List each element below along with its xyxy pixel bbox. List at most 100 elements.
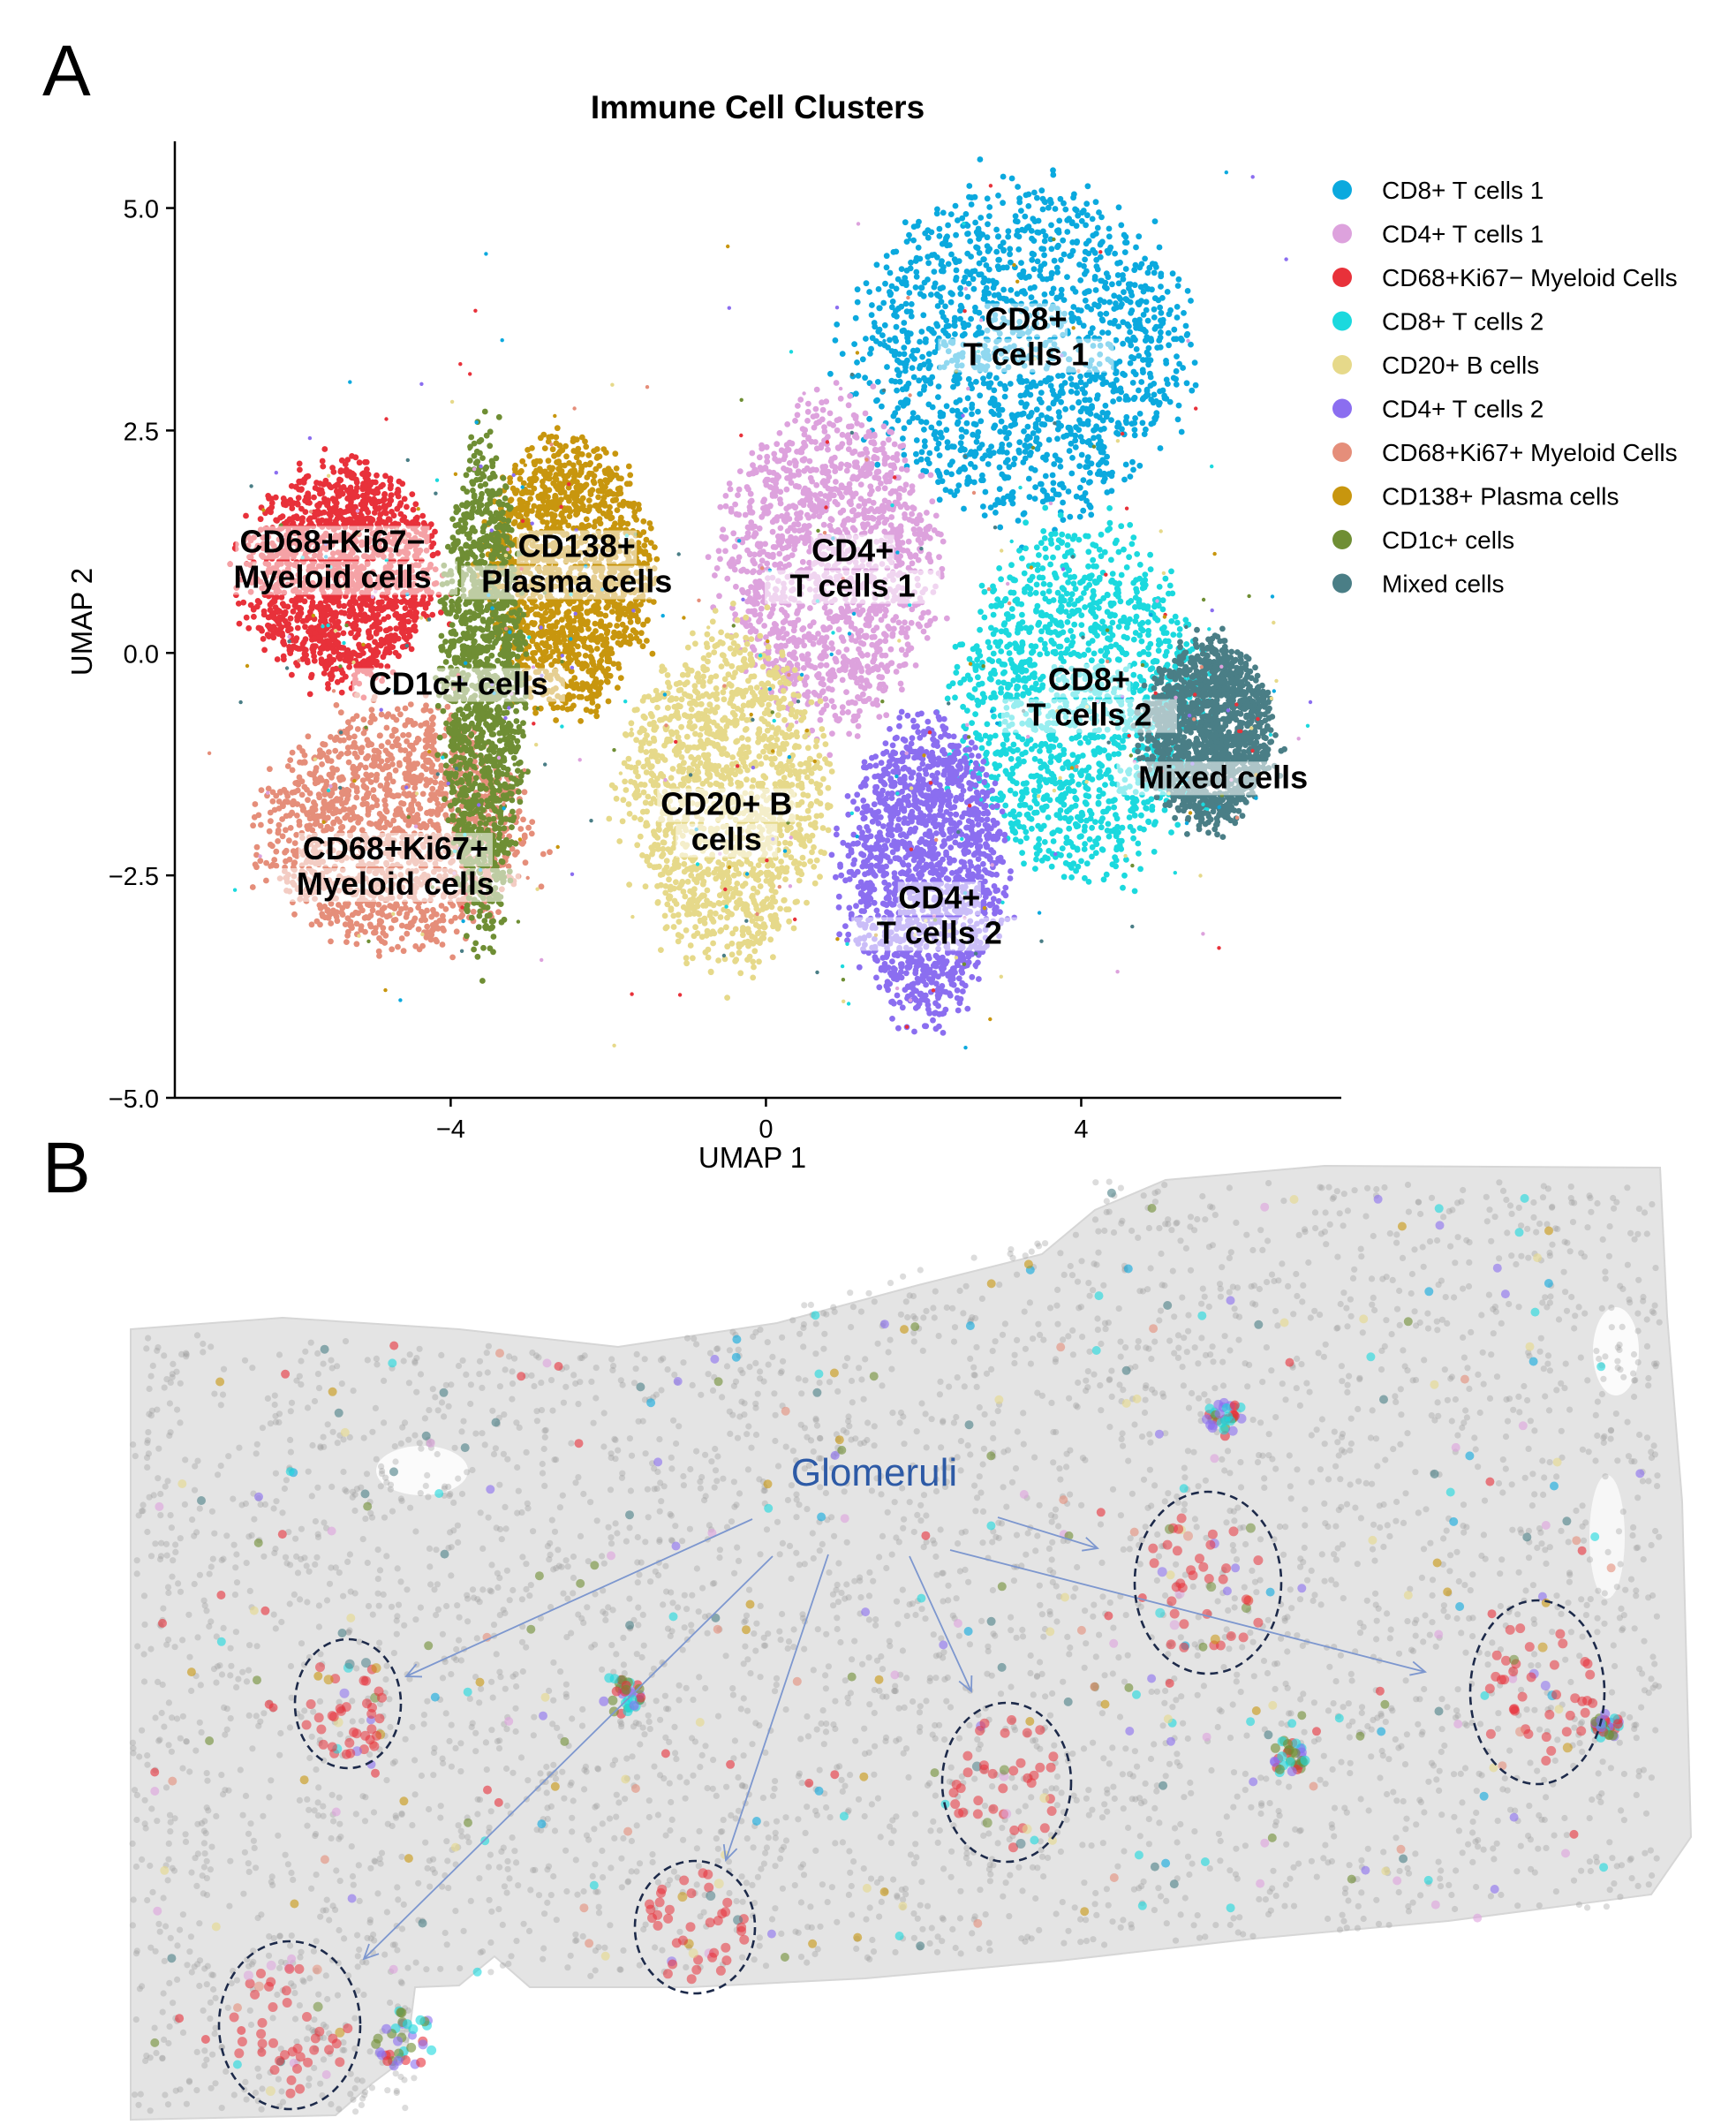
data-point [817, 716, 824, 723]
data-point [367, 603, 374, 609]
data-point [903, 397, 910, 404]
data-point [1095, 303, 1102, 310]
data-point [1076, 427, 1083, 434]
data-point [851, 341, 857, 347]
data-point [1129, 458, 1136, 465]
data-point [858, 422, 865, 428]
data-point [733, 583, 739, 590]
data-point [881, 519, 888, 526]
data-point [784, 421, 791, 427]
data-point [848, 501, 854, 508]
data-point [965, 375, 972, 382]
data-point [934, 303, 941, 309]
data-point [996, 486, 1003, 493]
data-point [1164, 289, 1171, 295]
data-point [751, 560, 758, 567]
data-point [311, 635, 318, 641]
data-point [927, 472, 934, 479]
data-point [1049, 495, 1056, 503]
data-point [943, 403, 950, 410]
data-point [917, 338, 923, 345]
data-point [895, 619, 902, 626]
data-point [751, 530, 759, 536]
data-point [372, 479, 379, 486]
data-point [1163, 376, 1170, 383]
data-point [1123, 239, 1130, 246]
data-point [915, 245, 922, 251]
data-point [381, 504, 389, 511]
data-point [957, 440, 964, 447]
data-point [1082, 270, 1088, 277]
data-point [977, 156, 984, 163]
data-point [776, 430, 783, 436]
data-point [350, 491, 356, 497]
data-point [1131, 420, 1138, 427]
data-point [777, 500, 784, 507]
data-point [1142, 255, 1148, 262]
data-point [879, 513, 886, 520]
data-point [282, 610, 289, 617]
data-point [827, 516, 834, 522]
data-point [839, 494, 845, 501]
data-point [870, 665, 877, 672]
data-point [1133, 346, 1140, 352]
data-point [1022, 291, 1029, 297]
data-point [1005, 233, 1012, 240]
data-point [845, 709, 851, 715]
data-point [976, 309, 983, 316]
data-point [886, 436, 892, 443]
data-point [1166, 311, 1173, 318]
data-point [797, 397, 804, 403]
data-point [1131, 267, 1138, 274]
data-point [839, 709, 846, 716]
data-point [934, 206, 940, 213]
data-point [885, 472, 892, 479]
data-point [1015, 233, 1023, 240]
data-point [1070, 304, 1077, 310]
data-point [916, 377, 923, 384]
data-point [1040, 454, 1046, 461]
data-point [924, 635, 931, 641]
data-point [393, 625, 400, 632]
data-point [850, 717, 857, 724]
data-point [913, 458, 920, 465]
data-point [837, 395, 844, 402]
data-point [1068, 470, 1076, 477]
data-point [335, 508, 342, 515]
data-point [1003, 450, 1010, 456]
data-point [722, 503, 729, 510]
data-point [977, 271, 985, 278]
data-point [909, 352, 915, 359]
data-point [1188, 298, 1194, 304]
data-point [833, 380, 840, 386]
data-point [1130, 396, 1137, 403]
data-point [1143, 426, 1149, 433]
data-point [786, 460, 793, 466]
data-point [952, 331, 958, 337]
data-point [1034, 258, 1041, 265]
data-point [898, 647, 905, 654]
data-point [733, 510, 740, 518]
data-point [900, 435, 906, 442]
data-point [790, 621, 797, 628]
data-point [925, 365, 932, 372]
data-point [289, 671, 295, 678]
data-point [994, 263, 1001, 270]
data-point [351, 472, 357, 478]
data-point [944, 439, 951, 446]
data-point [1157, 445, 1164, 451]
data-point [948, 471, 955, 478]
data-point [996, 464, 1003, 471]
data-point [1002, 425, 1008, 431]
data-point [1100, 478, 1107, 485]
data-point [905, 538, 912, 545]
data-point [1000, 246, 1007, 253]
data-point [845, 700, 852, 707]
data-point [893, 248, 900, 255]
data-point [325, 681, 331, 687]
data-point [1025, 475, 1032, 482]
data-point [883, 264, 890, 271]
data-point [981, 588, 988, 595]
data-point [1033, 581, 1040, 588]
data-point [823, 702, 830, 709]
